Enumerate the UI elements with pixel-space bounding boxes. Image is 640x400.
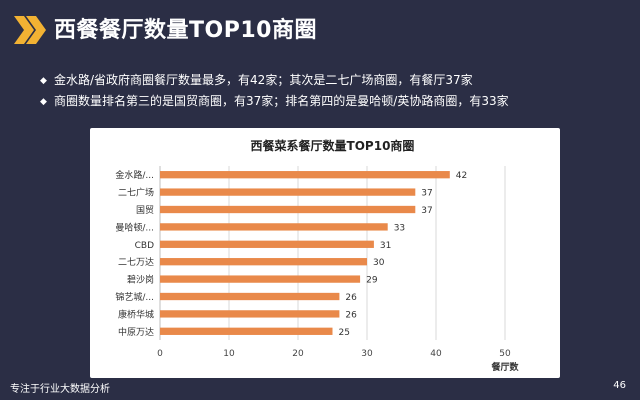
bar xyxy=(160,188,416,196)
category-label: 国贸 xyxy=(136,204,154,216)
data-label: 37 xyxy=(421,189,432,199)
category-label: 曼哈顿/... xyxy=(115,221,154,233)
page-number: 46 xyxy=(613,380,626,391)
x-axis-label: 餐厅数 xyxy=(490,361,519,373)
data-label: 42 xyxy=(456,171,467,181)
category-label: 二七万达 xyxy=(118,256,154,268)
category-label: 锦艺城/... xyxy=(115,291,154,303)
bar xyxy=(160,258,367,266)
bar xyxy=(160,223,388,231)
chart-title: 西餐菜系餐厅数量TOP10商圈 xyxy=(251,138,415,153)
bar xyxy=(160,292,340,301)
data-label: 31 xyxy=(380,241,391,251)
category-label: 二七广场 xyxy=(118,187,154,199)
chevron-logo-icon xyxy=(14,16,46,44)
bullet-text: 商圈数量排名第三的是国贸商圈，有37家；排名第四的是曼哈顿/英协路商圈，有33家 xyxy=(54,94,509,108)
bar xyxy=(160,275,361,283)
diamond-bullet-icon: ◆ xyxy=(40,76,47,86)
data-label: 26 xyxy=(345,310,357,320)
bullet-item: ◆ 商圈数量排名第三的是国贸商圈，有37家；排名第四的是曼哈顿/英协路商圈，有33… xyxy=(40,91,509,112)
category-label: 康桥华城 xyxy=(118,308,154,320)
data-label: 25 xyxy=(339,328,350,338)
category-label: 碧沙岗 xyxy=(127,274,154,286)
data-label: 26 xyxy=(345,293,357,303)
x-tick-label: 0 xyxy=(157,349,163,359)
category-label: 中原万达 xyxy=(118,326,154,338)
data-label: 30 xyxy=(373,258,385,268)
x-tick-label: 40 xyxy=(430,349,442,359)
bar-chart: 西餐菜系餐厅数量TOP10商圈 0 10 20 30 40 50 金水路/... 42 二七广场 3… xyxy=(115,138,519,373)
data-label: 33 xyxy=(394,223,405,233)
category-label: CBD xyxy=(135,241,154,251)
bar xyxy=(160,240,374,248)
x-tick-label: 50 xyxy=(499,349,511,359)
bullet-list: ◆ 金水路/省政府商圈餐厅数量最多，有42家；其次是二七广场商圈，有餐厅37家 ◆… xyxy=(40,70,509,112)
x-tick-label: 20 xyxy=(292,349,304,359)
data-label: 37 xyxy=(421,206,432,216)
bar xyxy=(160,310,340,318)
bullet-text: 金水路/省政府商圈餐厅数量最多，有42家；其次是二七广场商圈，有餐厅37家 xyxy=(54,73,473,87)
data-label: 29 xyxy=(366,276,378,286)
diamond-bullet-icon: ◆ xyxy=(40,97,47,107)
bar xyxy=(160,205,416,214)
bar xyxy=(160,171,450,179)
x-tick-label: 30 xyxy=(361,349,373,359)
chart-panel: 西餐菜系餐厅数量TOP10商圈 0 10 20 30 40 50 金水路/... 42 二七广场 3… xyxy=(90,128,560,378)
footer-tagline: 专注于行业大数据分析 xyxy=(10,384,110,395)
x-tick-label: 10 xyxy=(223,349,235,359)
bar xyxy=(160,327,333,335)
page-title: 西餐餐厅数量TOP10商圈 xyxy=(54,18,317,43)
bullet-item: ◆ 金水路/省政府商圈餐厅数量最多，有42家；其次是二七广场商圈，有餐厅37家 xyxy=(40,70,509,91)
category-label: 金水路/... xyxy=(115,169,154,181)
